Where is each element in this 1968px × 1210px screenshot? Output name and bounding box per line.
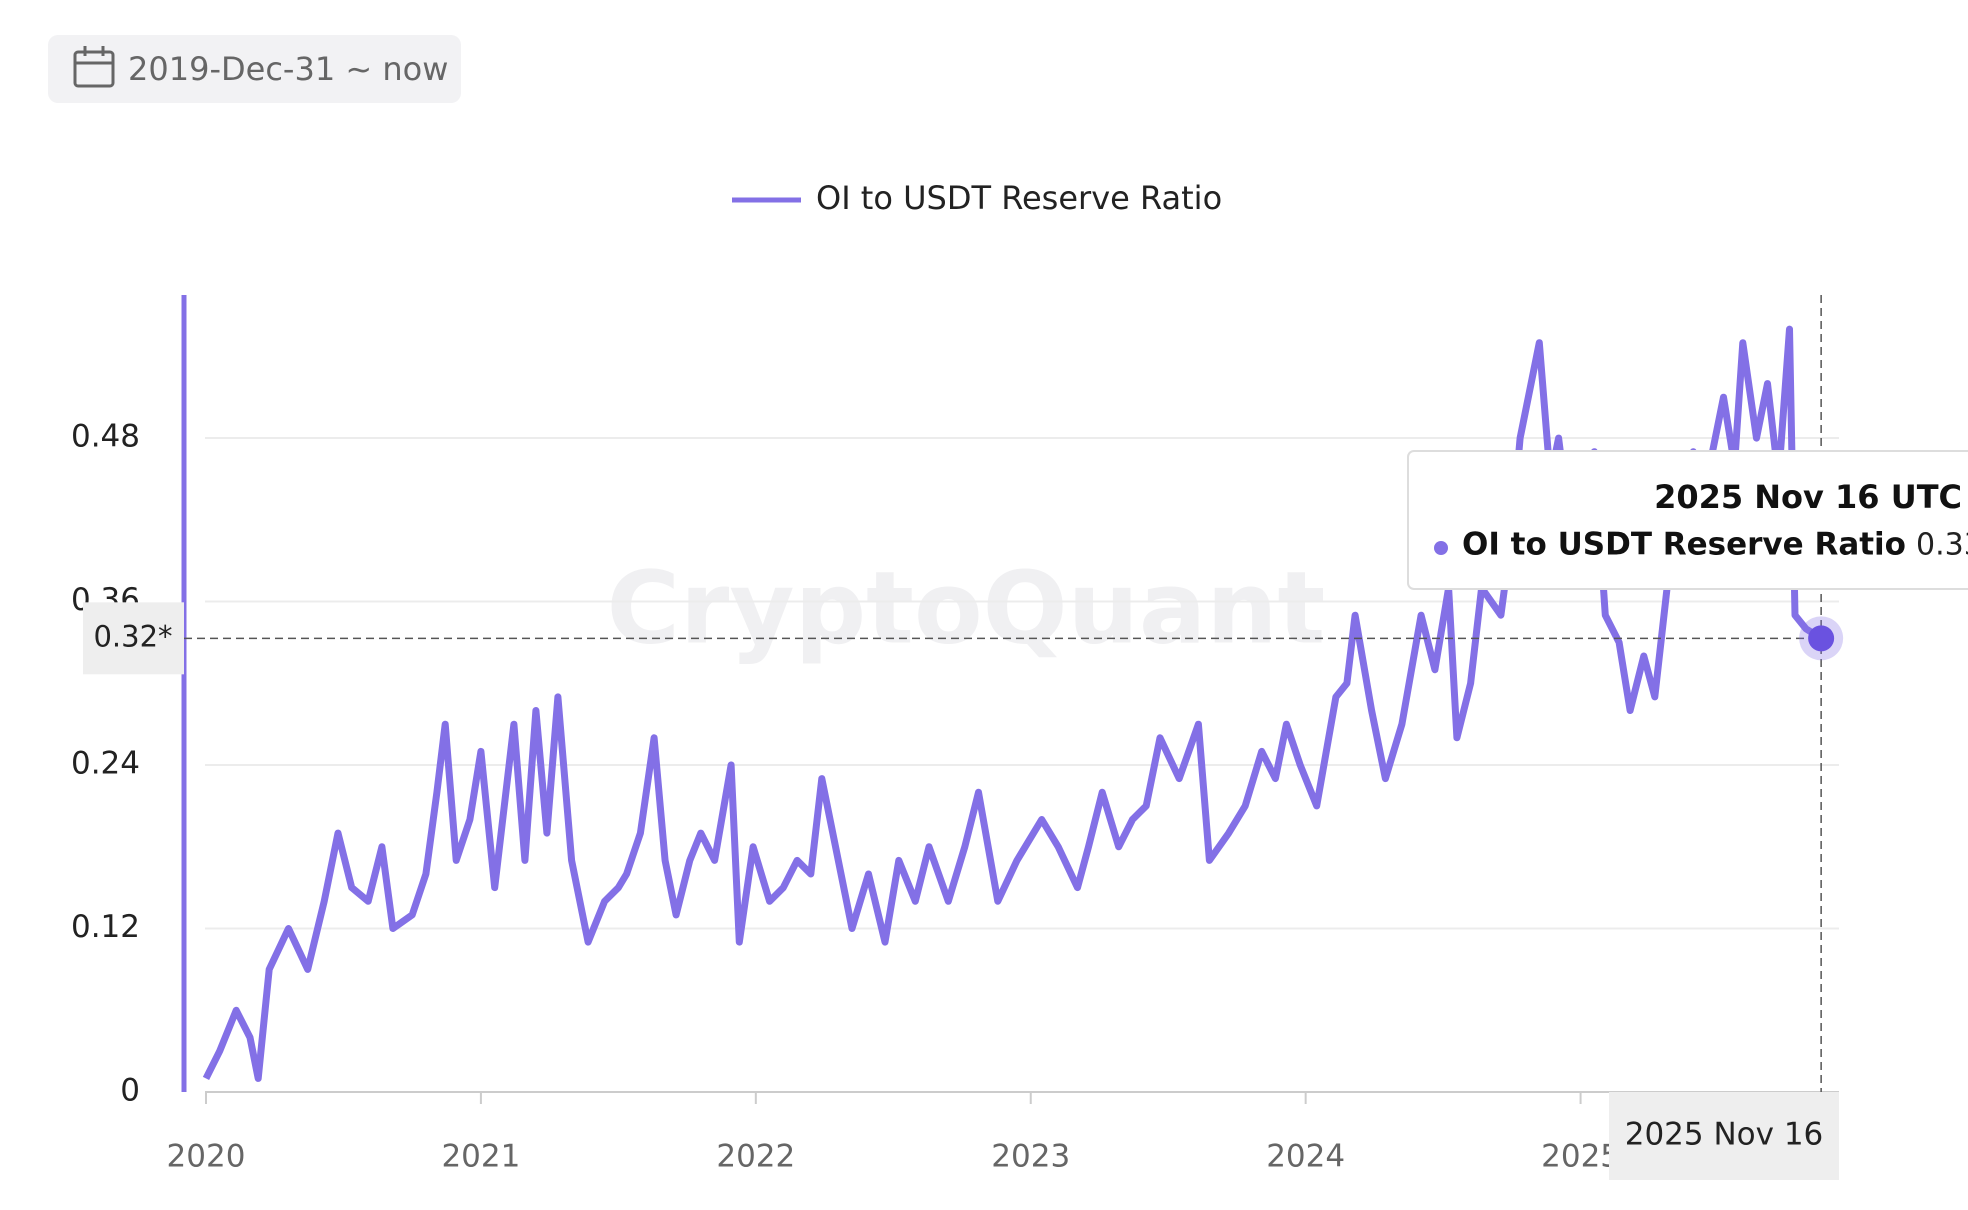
tooltip-swatch	[1434, 541, 1448, 555]
date-picker[interactable]	[48, 35, 461, 103]
tooltip-value: 0.333	[1916, 528, 1968, 563]
crosshair-y-label: 0.32*	[93, 619, 172, 653]
calendar-icon	[73, 46, 115, 88]
x-tick-label: 2020	[167, 1139, 246, 1175]
y-tick-label: 0	[120, 1073, 140, 1109]
crosshair-x-box	[1609, 1092, 1839, 1180]
watermark: CryptoQuant	[607, 549, 1326, 666]
crosshair-x-label: 2025 Nov 16	[1625, 1117, 1824, 1153]
y-tick-label: 0.12	[71, 909, 140, 945]
hover-point	[1808, 625, 1835, 652]
crosshair-y-box	[83, 602, 184, 675]
x-tick-label: 2022	[716, 1139, 795, 1175]
y-tick-label: 0.24	[71, 746, 140, 782]
x-tick-label: 2021	[441, 1139, 520, 1175]
y-tick-label: 0.48	[71, 419, 140, 455]
tooltip-title: 2025 Nov 16 UTC	[1654, 478, 1962, 516]
x-tick-label: 2025	[1541, 1139, 1620, 1175]
date-range: 2019-Dec-31 ~ now	[128, 50, 448, 88]
tooltip-series: OI to USDT Reserve Ratio	[1462, 527, 1906, 563]
x-tick-label: 2024	[1266, 1139, 1345, 1175]
x-tick-label: 2023	[991, 1139, 1070, 1175]
legend-label[interactable]: OI to USDT Reserve Ratio	[816, 179, 1222, 217]
data-line	[202, 325, 1823, 1082]
tooltip-box	[1407, 450, 1968, 590]
